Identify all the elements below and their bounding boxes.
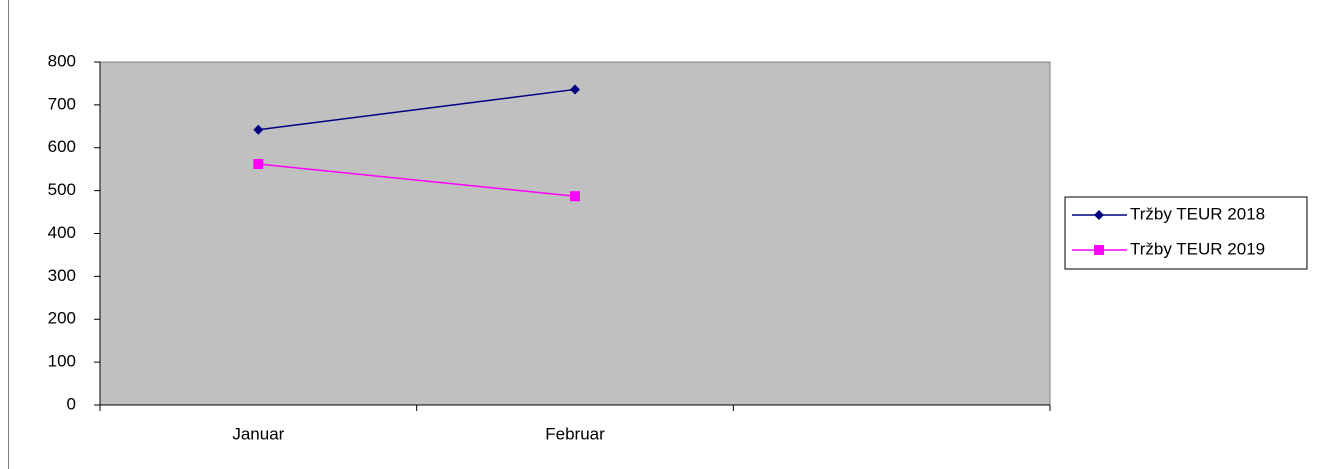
y-tick-label: 0 xyxy=(67,394,76,413)
legend-box xyxy=(1064,196,1308,270)
y-tick-label: 500 xyxy=(48,180,76,199)
point xyxy=(570,191,580,202)
y-tick-label: 200 xyxy=(48,309,76,328)
point xyxy=(253,159,264,170)
x-tick-label: Februar xyxy=(545,424,605,443)
legend-marker xyxy=(1094,245,1104,255)
y-tick-label: 100 xyxy=(48,352,76,371)
series-line xyxy=(258,88,576,131)
y-tick-label: 700 xyxy=(48,94,76,113)
y-tick-label: 600 xyxy=(48,137,76,156)
point xyxy=(570,84,580,95)
plot-area xyxy=(99,61,1051,406)
y-tick-label: 300 xyxy=(48,266,76,285)
y-tick-label: 800 xyxy=(48,51,76,70)
legend-label: Tržby TEUR 2019 xyxy=(1130,239,1265,258)
series-line xyxy=(258,163,576,197)
legend-label: Tržby TEUR 2018 xyxy=(1130,204,1265,223)
y-tick-label: 400 xyxy=(48,223,76,242)
legend-marker xyxy=(1094,210,1104,220)
x-tick-label: Januar xyxy=(232,424,284,443)
point xyxy=(253,124,264,135)
